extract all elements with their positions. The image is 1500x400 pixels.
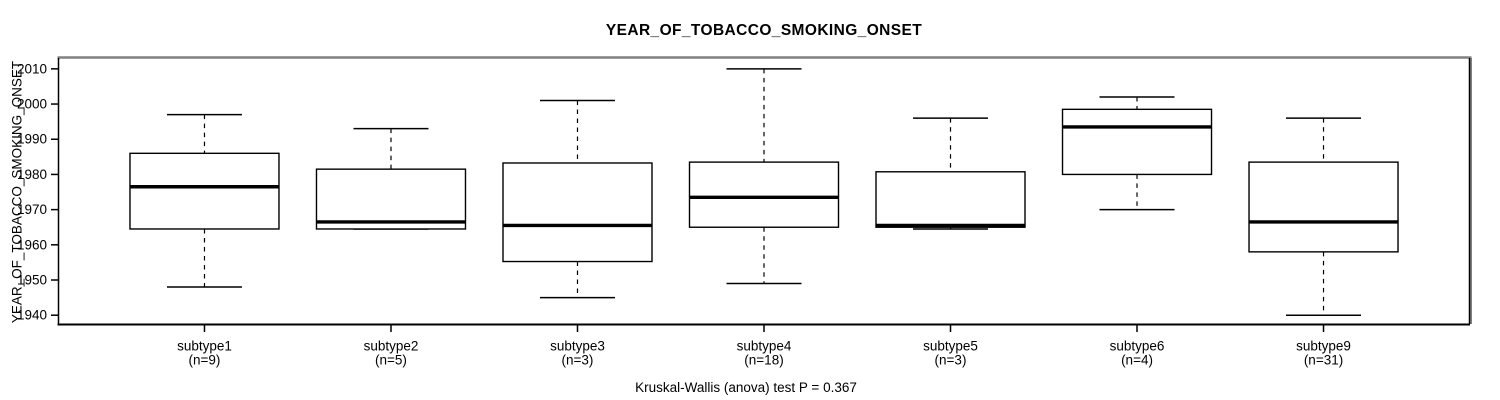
box-iqr xyxy=(315,168,467,230)
x-axis-label: subtype5 xyxy=(923,339,978,354)
box-iqr xyxy=(502,162,653,263)
x-axis-count-label: (n=5) xyxy=(375,353,407,368)
x-axis-count-label: (n=18) xyxy=(744,353,783,368)
y-tick-label: 2010 xyxy=(17,61,47,76)
chart-title: YEAR_OF_TOBACCO_SMOKING_ONSET xyxy=(605,22,923,39)
x-axis-label: subtype3 xyxy=(550,339,605,354)
box-iqr xyxy=(1061,108,1213,176)
box-iqr xyxy=(688,161,840,228)
x-axis-label: subtype1 xyxy=(177,339,232,354)
x-axis-label: subtype4 xyxy=(737,339,792,354)
y-tick-label: 1980 xyxy=(17,167,47,182)
y-tick-label: 2000 xyxy=(17,97,47,112)
y-tick-label: 1940 xyxy=(17,308,47,323)
x-axis-count-label: (n=4) xyxy=(1121,353,1153,368)
y-tick-label: 1950 xyxy=(17,273,47,288)
x-axis-label: subtype9 xyxy=(1296,339,1351,354)
x-axis-count-label: (n=9) xyxy=(189,353,221,368)
x-axis-label: subtype2 xyxy=(364,339,419,354)
box-iqr xyxy=(1248,161,1399,253)
stat-test-annotation: Kruskal-Wallis (anova) test P = 0.367 xyxy=(635,380,857,395)
y-tick-label: 1990 xyxy=(17,132,47,147)
y-tick-label: 1970 xyxy=(17,202,47,217)
box-iqr xyxy=(875,171,1026,228)
x-axis-count-label: (n=3) xyxy=(562,353,594,368)
box-iqr xyxy=(129,152,280,230)
x-axis-label: subtype6 xyxy=(1110,339,1165,354)
x-axis-count-label: (n=3) xyxy=(935,353,967,368)
y-tick-label: 1960 xyxy=(17,237,47,252)
x-axis-count-label: (n=31) xyxy=(1304,353,1343,368)
